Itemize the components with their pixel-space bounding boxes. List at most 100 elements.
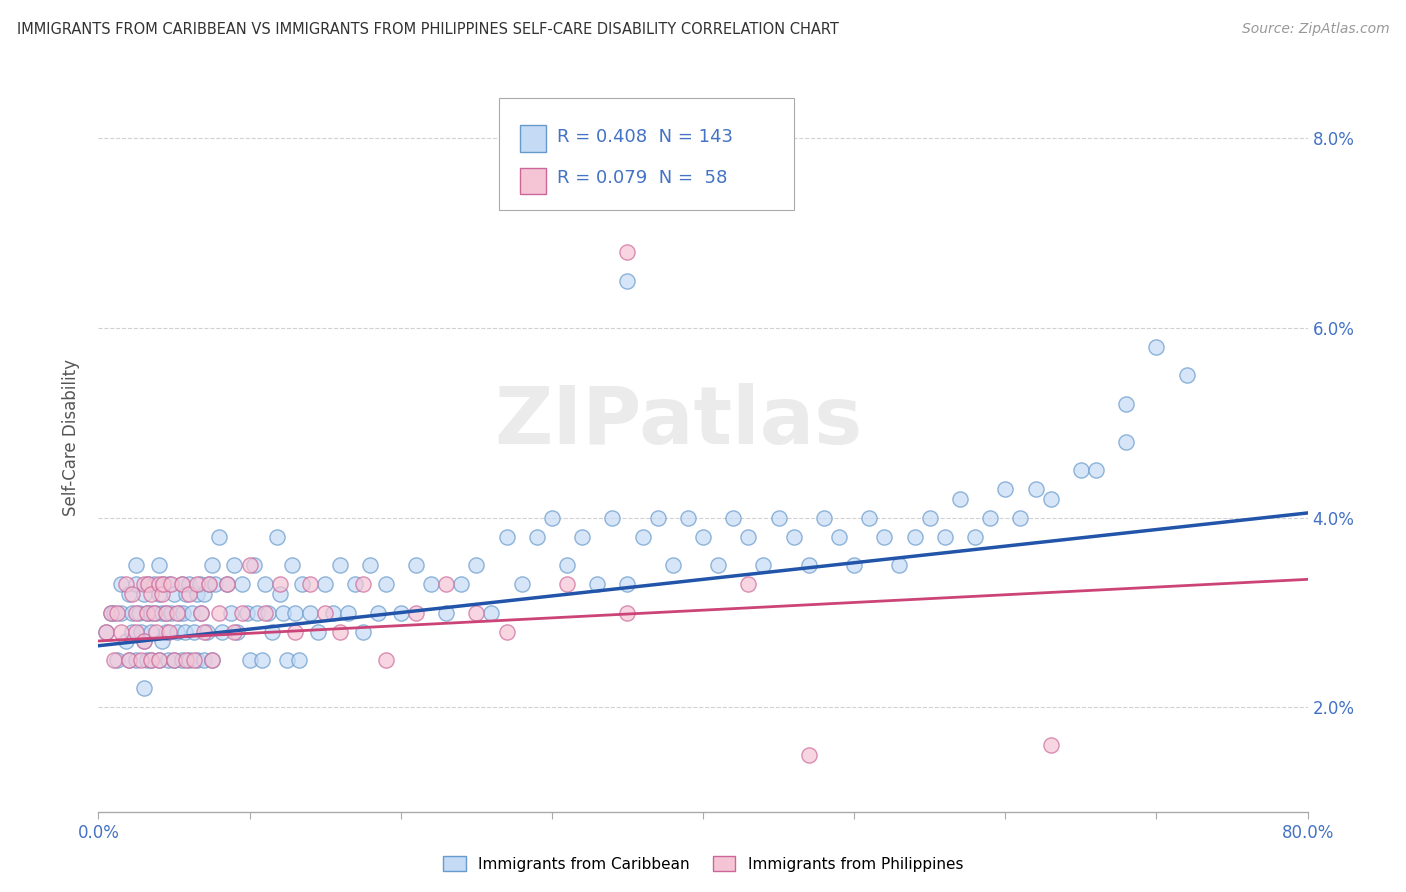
Point xyxy=(1024,482,1046,496)
Point xyxy=(389,606,412,620)
Point xyxy=(201,653,224,667)
Point xyxy=(150,586,173,600)
Point xyxy=(211,624,233,639)
Point xyxy=(510,577,533,591)
Point xyxy=(105,653,128,667)
Point xyxy=(215,577,238,591)
Point xyxy=(336,606,359,620)
Point xyxy=(195,624,218,639)
Point xyxy=(360,558,382,573)
Point xyxy=(159,624,181,639)
Point xyxy=(163,653,186,667)
Point xyxy=(100,606,122,620)
Point xyxy=(918,510,941,524)
Point xyxy=(167,606,190,620)
Point xyxy=(253,577,276,591)
Point xyxy=(129,653,152,667)
Point xyxy=(934,530,956,544)
Point xyxy=(156,653,179,667)
Point xyxy=(692,530,714,544)
Text: IMMIGRANTS FROM CARIBBEAN VS IMMIGRANTS FROM PHILIPPINES SELF-CARE DISABILITY CO: IMMIGRANTS FROM CARIBBEAN VS IMMIGRANTS … xyxy=(17,22,839,37)
Point xyxy=(352,624,374,639)
Point xyxy=(94,624,117,639)
Point xyxy=(571,530,593,544)
Point xyxy=(256,606,278,620)
Point xyxy=(616,606,638,620)
Point xyxy=(889,558,911,573)
Point xyxy=(602,510,624,524)
Point xyxy=(239,558,262,573)
Point xyxy=(208,606,231,620)
Point xyxy=(163,586,186,600)
Point xyxy=(783,530,806,544)
Point xyxy=(797,558,820,573)
Point xyxy=(208,530,231,544)
Point xyxy=(174,586,197,600)
Point xyxy=(288,653,311,667)
Point xyxy=(844,558,866,573)
Point xyxy=(204,577,226,591)
Point xyxy=(481,606,503,620)
Point xyxy=(374,577,396,591)
Point xyxy=(118,653,141,667)
Point xyxy=(434,606,457,620)
Point xyxy=(271,606,294,620)
Point xyxy=(181,606,204,620)
Point xyxy=(307,624,329,639)
Point xyxy=(647,510,669,524)
Point xyxy=(132,634,155,648)
Point xyxy=(250,653,273,667)
Point xyxy=(145,606,167,620)
Point xyxy=(148,558,170,573)
Point xyxy=(201,653,224,667)
Point xyxy=(135,653,157,667)
Point xyxy=(586,577,609,591)
Point xyxy=(186,586,208,600)
Point xyxy=(768,510,790,524)
Point xyxy=(135,606,157,620)
Point xyxy=(904,530,927,544)
Point xyxy=(262,624,284,639)
Point xyxy=(1039,739,1062,753)
Point xyxy=(132,681,155,696)
Point xyxy=(110,624,132,639)
Point xyxy=(193,586,215,600)
Point xyxy=(737,530,759,544)
Point xyxy=(118,586,141,600)
Point xyxy=(160,606,183,620)
Point xyxy=(661,558,683,573)
Point xyxy=(858,510,880,524)
Point xyxy=(405,558,427,573)
Point xyxy=(965,530,987,544)
Point xyxy=(132,586,155,600)
Point xyxy=(163,653,186,667)
Text: ZIPatlas: ZIPatlas xyxy=(495,383,863,461)
Point xyxy=(631,530,654,544)
Point xyxy=(215,577,238,591)
Point xyxy=(183,624,205,639)
Point xyxy=(555,558,578,573)
Point xyxy=(155,606,177,620)
Point xyxy=(616,245,638,260)
Point xyxy=(160,577,183,591)
Point xyxy=(291,577,314,591)
Point xyxy=(314,606,336,620)
Point xyxy=(526,530,548,544)
Point xyxy=(148,577,170,591)
Point xyxy=(197,577,219,591)
Point xyxy=(1039,491,1062,506)
Point xyxy=(616,577,638,591)
Point xyxy=(166,624,188,639)
Point xyxy=(125,606,148,620)
Point xyxy=(132,577,155,591)
Point xyxy=(186,653,208,667)
Point xyxy=(224,624,246,639)
Point xyxy=(495,624,517,639)
Point xyxy=(193,653,215,667)
Point xyxy=(170,577,193,591)
Point xyxy=(269,577,291,591)
Point xyxy=(128,606,150,620)
Point xyxy=(103,606,125,620)
Point xyxy=(231,577,253,591)
Point xyxy=(150,634,173,648)
